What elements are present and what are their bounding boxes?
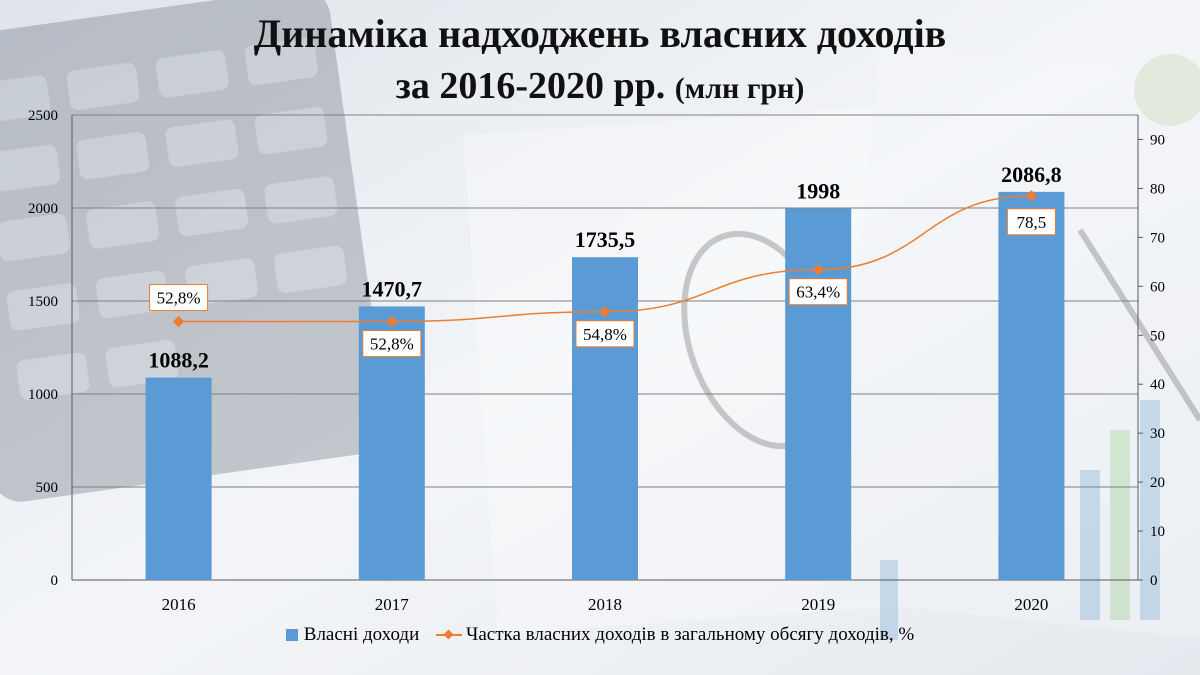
y-left-tick-label: 1500 xyxy=(28,294,58,310)
line-label-box xyxy=(1006,208,1056,236)
legend-item-line: Частка власних доходів в загальному обся… xyxy=(436,624,914,646)
x-tick-label: 2016 xyxy=(162,595,196,614)
bar xyxy=(572,257,638,580)
legend-label-line: Частка власних доходів в загальному обся… xyxy=(466,624,915,645)
y-right-tick-label: 10 xyxy=(1150,524,1165,540)
line-value-label: 63,4% xyxy=(796,283,840,302)
line-point xyxy=(172,315,185,328)
line-value-label: 54,8% xyxy=(583,325,627,344)
line-value-label: 52,8% xyxy=(370,335,414,354)
y-right-tick-label: 20 xyxy=(1150,475,1165,491)
line-point xyxy=(386,315,398,328)
y-left-tick-label: 2000 xyxy=(28,201,58,217)
calculator-image xyxy=(0,0,388,502)
y-left-tick-label: 2500 xyxy=(28,108,58,124)
line-point xyxy=(599,306,611,318)
y-right-tick-label: 70 xyxy=(1150,230,1165,246)
bar-value-label: 1998 xyxy=(796,178,840,203)
line-value-label: 78,5 xyxy=(1017,213,1047,232)
chart-title-period: за 2016-2020 рр. xyxy=(395,65,666,107)
x-tick-label: 2018 xyxy=(588,595,622,614)
legend-label-bar: Власні доходи xyxy=(303,624,420,645)
chart-title-line1: Динаміка надходжень власних доходів xyxy=(253,11,947,56)
y-right-tick-label: 90 xyxy=(1150,132,1165,148)
legend-item-bar: Власні доходи xyxy=(285,624,420,646)
y-right-tick-label: 60 xyxy=(1150,279,1165,295)
chart-title-line2: за 2016-2020 рр. (млн грн) xyxy=(0,60,1200,115)
y-left-tick-label: 1000 xyxy=(28,387,58,403)
x-tick-label: 2017 xyxy=(375,595,410,614)
chart-title: Динаміка надходжень власних доходів за 2… xyxy=(0,8,1200,115)
x-tick-label: 2020 xyxy=(1014,595,1048,614)
y-left-tick-label: 0 xyxy=(51,573,59,589)
line-label-box xyxy=(362,330,422,358)
x-tick-label: 2019 xyxy=(801,595,835,614)
chart-title-unit: (млн грн) xyxy=(674,72,805,105)
bar-value-label: 1088,2 xyxy=(148,348,209,373)
bar xyxy=(145,377,212,580)
line-point xyxy=(812,264,824,276)
line-label-box xyxy=(788,278,848,306)
y-right-tick-label: 0 xyxy=(1150,573,1158,589)
y-right-tick-label: 30 xyxy=(1150,426,1165,442)
line-point xyxy=(1025,190,1038,202)
bar-value-label: 1470,7 xyxy=(362,276,423,301)
chart-legend: Власні доходи Частка власних доходів в з… xyxy=(0,624,1200,647)
legend-swatch-bar xyxy=(285,629,298,641)
bar-value-label: 1735,5 xyxy=(575,227,636,252)
line-value-label: 52,8% xyxy=(157,289,201,308)
bar xyxy=(998,191,1065,580)
y-right-tick-label: 80 xyxy=(1150,181,1165,197)
bar-value-label: 2086,8 xyxy=(1001,162,1062,187)
y-right-tick-label: 50 xyxy=(1150,328,1165,344)
line-label-box xyxy=(575,320,635,348)
y-left-tick-label: 500 xyxy=(36,480,59,496)
y-right-tick-label: 40 xyxy=(1150,377,1165,393)
line-label-box xyxy=(149,284,209,312)
series-line xyxy=(178,195,1032,323)
legend-swatch-line xyxy=(436,629,462,641)
